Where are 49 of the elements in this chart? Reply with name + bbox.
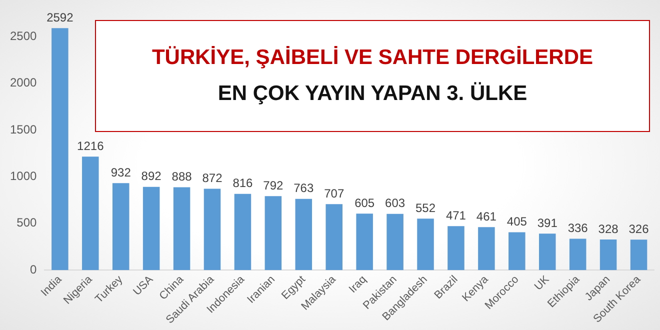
y-tick-label: 1500 — [10, 122, 38, 136]
bar — [173, 187, 190, 270]
y-tick-label: 1000 — [10, 169, 38, 184]
bar — [234, 194, 252, 270]
bar — [326, 204, 342, 270]
data-label: 872 — [202, 171, 223, 186]
bar — [508, 232, 526, 270]
bar — [630, 240, 648, 270]
data-label: 461 — [476, 209, 497, 224]
bar — [204, 188, 221, 270]
data-label: 1216 — [77, 138, 104, 153]
x-tick-label: UK — [532, 273, 552, 293]
data-label: 328 — [598, 222, 619, 236]
bar — [478, 227, 495, 270]
y-tick-label: 2000 — [10, 76, 38, 90]
y-tick-label: 500 — [16, 216, 38, 230]
y-tick-label: 0 — [30, 262, 38, 276]
bar — [52, 28, 68, 270]
data-label: 792 — [263, 178, 284, 192]
data-label: 2592 — [46, 10, 74, 24]
bar — [356, 214, 373, 270]
data-label: 326 — [628, 222, 650, 236]
bar — [295, 198, 312, 270]
title-frame: TÜRKİYE, ŞAİBELİ VE SAHTE DERGİLERDE EN ÇOK YAYIN YAPAN 3. ÜLKE — [95, 20, 650, 132]
bar — [538, 234, 556, 270]
data-label: 552 — [415, 200, 436, 215]
data-label: 892 — [141, 169, 162, 184]
bar — [386, 214, 404, 270]
bar — [600, 240, 617, 270]
data-label: 391 — [537, 216, 558, 230]
bar — [264, 196, 282, 270]
data-label: 605 — [354, 196, 375, 210]
bar — [448, 226, 464, 270]
bar — [142, 186, 160, 270]
data-label: 763 — [294, 181, 314, 196]
data-label: 707 — [324, 186, 344, 200]
bar — [417, 218, 434, 270]
data-label: 932 — [110, 165, 132, 180]
bar — [112, 183, 130, 270]
data-label: 888 — [172, 170, 192, 184]
data-label: 471 — [446, 208, 466, 222]
data-label: 816 — [232, 176, 254, 190]
data-label: 336 — [568, 221, 588, 236]
x-tick-label: USA — [131, 273, 156, 298]
bar — [82, 156, 99, 270]
bar — [569, 238, 586, 270]
data-label: 603 — [385, 196, 406, 210]
data-label: 405 — [506, 214, 528, 229]
y-tick-label: 2500 — [10, 28, 38, 43]
